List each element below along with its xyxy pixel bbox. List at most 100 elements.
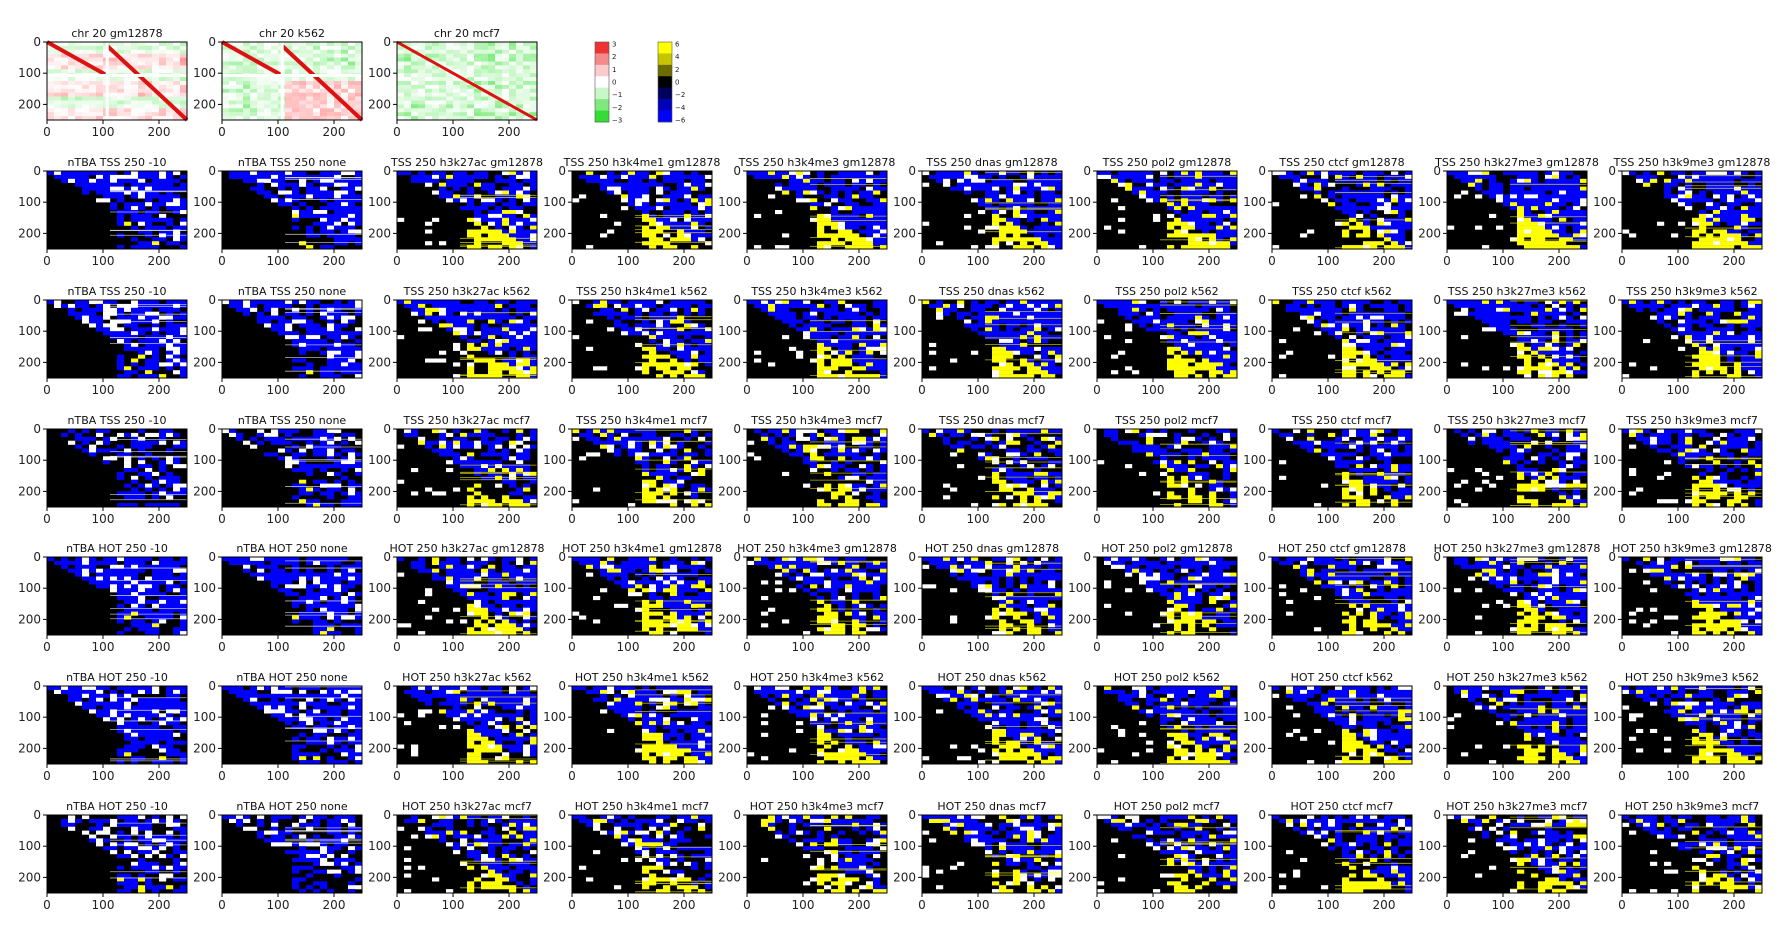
heat-cell xyxy=(446,182,454,187)
heat-cell xyxy=(999,331,1007,336)
heat-cell xyxy=(474,45,482,50)
heat-cell xyxy=(971,307,979,312)
heat-cell xyxy=(54,171,62,176)
heat-cell xyxy=(649,206,657,211)
heat-cell xyxy=(166,92,174,97)
heat-cell xyxy=(509,69,517,74)
heat-cell xyxy=(810,307,818,312)
heat-cell xyxy=(1188,202,1196,207)
heat-cell xyxy=(656,366,664,371)
heat-cell xyxy=(488,327,496,332)
heat-cell xyxy=(439,49,447,54)
heat-cell xyxy=(509,354,517,359)
heat-cell xyxy=(1713,206,1721,211)
heat-cell xyxy=(306,225,314,230)
heat-cell xyxy=(649,315,657,320)
heat-cell xyxy=(327,45,335,50)
heat-cell xyxy=(355,81,363,86)
heat-cell xyxy=(348,194,356,199)
heat-cell xyxy=(530,202,538,207)
heat-cell xyxy=(1517,237,1525,242)
heat-cell xyxy=(1384,186,1392,191)
heat-cell xyxy=(1692,233,1700,238)
heat-cell xyxy=(873,233,881,238)
heat-cell xyxy=(516,174,524,179)
heat-cell xyxy=(1391,206,1399,211)
heat-cell xyxy=(1167,221,1175,226)
heat-cell xyxy=(1006,335,1014,340)
heat-cell xyxy=(1202,241,1210,246)
heat-cell xyxy=(166,194,174,199)
heat-cell xyxy=(138,229,146,234)
heat-cell xyxy=(138,307,146,312)
heat-cell xyxy=(782,315,790,320)
heat-cell xyxy=(761,307,769,312)
heat-cell xyxy=(635,315,643,320)
heat-cell xyxy=(992,358,1000,363)
heat-cell xyxy=(502,190,510,195)
heat-cell xyxy=(985,174,993,179)
heat-cell xyxy=(1027,350,1035,355)
heat-cell xyxy=(873,362,881,367)
heat-cell xyxy=(250,104,258,109)
heat-cell xyxy=(334,237,342,242)
heat-cell xyxy=(306,327,314,332)
heat-cell xyxy=(999,217,1007,222)
heat-cell xyxy=(439,311,447,316)
heat-cell xyxy=(607,186,615,191)
heat-cell xyxy=(257,178,265,183)
heat-cell xyxy=(684,323,692,328)
heat-cell xyxy=(306,319,314,324)
heat-cell xyxy=(180,370,188,375)
heat-cell xyxy=(1531,237,1539,242)
heat-cell xyxy=(1741,206,1749,211)
heat-cell xyxy=(614,311,622,316)
heat-cell xyxy=(656,374,664,379)
heat-cell xyxy=(971,245,979,250)
heat-cell xyxy=(1566,245,1574,250)
heat-cell xyxy=(103,315,111,320)
heat-cell xyxy=(124,190,132,195)
heat-cell xyxy=(1174,319,1182,324)
heat-cell xyxy=(159,49,167,54)
heat-cell xyxy=(348,354,356,359)
heat-cell xyxy=(1048,335,1056,340)
heat-cell xyxy=(334,225,342,230)
heat-cell xyxy=(1055,221,1063,226)
heat-cell xyxy=(964,171,972,176)
heat-cell xyxy=(1685,178,1693,183)
heat-cell xyxy=(131,303,139,308)
heat-cell xyxy=(677,350,685,355)
heat-cell xyxy=(971,182,979,187)
heat-cell xyxy=(978,331,986,336)
x-tick-label: 200 xyxy=(848,254,871,268)
heat-cell xyxy=(264,42,272,47)
heat-cell xyxy=(1006,182,1014,187)
heat-cell xyxy=(348,53,356,58)
heat-cell xyxy=(817,346,825,351)
heat-cell xyxy=(817,331,825,336)
heat-cell xyxy=(495,370,503,375)
heat-cell xyxy=(117,362,125,367)
heat-cell xyxy=(1174,346,1182,351)
heat-cell xyxy=(971,198,979,203)
heat-cell xyxy=(306,65,314,70)
heat-cell xyxy=(166,362,174,367)
heat-cell xyxy=(152,186,160,191)
heat-cell xyxy=(110,61,118,66)
heat-cell xyxy=(474,100,482,105)
heat-cell xyxy=(1195,237,1203,242)
heat-cell xyxy=(222,57,230,62)
heat-cell xyxy=(1461,174,1469,179)
heat-cell xyxy=(992,186,1000,191)
heat-cell xyxy=(103,198,111,203)
heat-cell xyxy=(992,366,1000,371)
heat-cell xyxy=(621,186,629,191)
y-tick-label: 0 xyxy=(383,35,391,49)
heat-cell xyxy=(341,311,349,316)
heat-cell xyxy=(502,45,510,50)
heat-cell xyxy=(1692,171,1700,176)
heat-cell xyxy=(1559,245,1567,250)
heat-cell xyxy=(810,202,818,207)
y-tick-label: 100 xyxy=(1418,195,1441,209)
